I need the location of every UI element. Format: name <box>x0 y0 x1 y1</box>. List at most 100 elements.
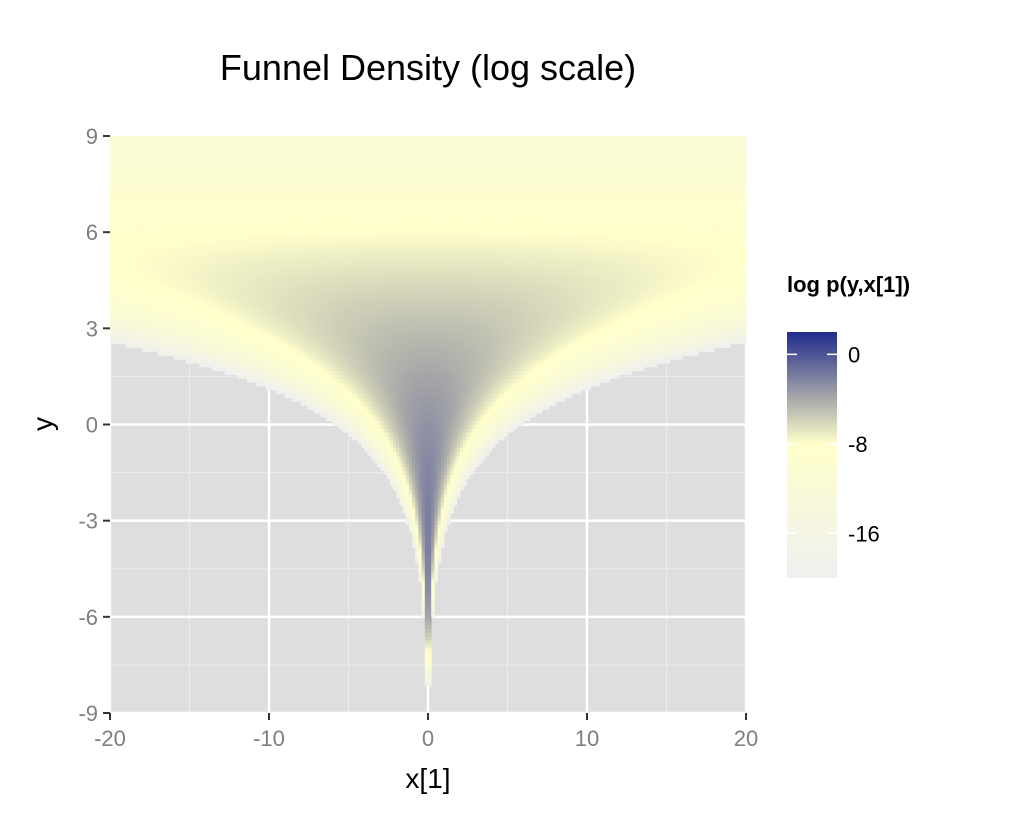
heatmap-cell <box>434 493 439 499</box>
heatmap-cell <box>428 586 432 591</box>
heatmap-cell <box>412 439 416 445</box>
heatmap-cell <box>656 328 661 333</box>
heatmap-cell <box>323 374 327 379</box>
heatmap-cell <box>488 393 493 399</box>
heatmap-cell <box>434 474 439 479</box>
heatmap-cell <box>316 378 321 383</box>
heatmap-cell <box>456 432 461 437</box>
heatmap-cell <box>195 328 200 333</box>
heatmap-cell <box>443 436 448 441</box>
heatmap-cell <box>650 347 655 352</box>
heatmap-cell <box>609 312 613 318</box>
heatmap-cell <box>402 478 407 483</box>
heatmap-cell <box>402 412 407 418</box>
heatmap-cell <box>580 339 585 345</box>
heatmap-cell <box>472 416 477 422</box>
heatmap-cell <box>408 332 413 337</box>
heatmap-cell <box>726 332 731 337</box>
heatmap-cell <box>405 512 410 518</box>
heatmap-cell <box>583 351 588 356</box>
heatmap-cell <box>431 339 435 345</box>
heatmap-cell <box>596 366 601 372</box>
heatmap-cell <box>440 374 445 379</box>
heatmap-cell <box>272 347 276 352</box>
heatmap-cell <box>491 389 496 395</box>
heatmap-cell <box>513 424 518 429</box>
heatmap-cell <box>421 436 426 441</box>
heatmap-cell <box>138 339 143 345</box>
heatmap-cell <box>351 401 356 406</box>
heatmap-cell <box>669 339 674 345</box>
heatmap-cell <box>262 328 267 333</box>
heatmap-cell <box>348 355 353 360</box>
heatmap-cell <box>361 370 365 375</box>
heatmap-cell <box>415 516 419 522</box>
heatmap-cell <box>329 355 334 360</box>
heatmap-cell <box>447 347 451 352</box>
heatmap-cell <box>711 312 715 318</box>
heatmap-cell <box>580 332 585 337</box>
heatmap-cell <box>695 351 699 356</box>
heatmap-cell <box>373 343 378 349</box>
heatmap-cell <box>256 370 260 375</box>
heatmap-cell <box>447 412 451 418</box>
heatmap-cell <box>284 378 289 383</box>
heatmap-cell <box>399 320 404 325</box>
heatmap-cell <box>545 328 550 333</box>
heatmap-cell <box>367 332 372 337</box>
heatmap-cell <box>520 366 524 372</box>
heatmap-cell <box>447 505 451 510</box>
heatmap-cell <box>221 359 225 364</box>
heatmap-cell <box>634 351 639 356</box>
heatmap-cell <box>383 312 388 318</box>
heatmap-cell <box>497 359 502 364</box>
heatmap-cell <box>402 405 407 410</box>
heatmap-cell <box>679 332 683 337</box>
heatmap-cell <box>536 351 540 356</box>
heatmap-cell <box>437 393 442 399</box>
heatmap-cell <box>380 462 384 468</box>
heatmap-cell <box>507 420 512 425</box>
heatmap-cell <box>637 312 642 318</box>
heatmap-cell <box>338 347 343 352</box>
heatmap-cell <box>485 347 489 352</box>
heatmap-cell <box>513 412 518 418</box>
heatmap-cell <box>195 336 200 341</box>
heatmap-cell <box>399 386 404 391</box>
heatmap-cell <box>253 359 257 364</box>
heatmap-cell <box>278 389 283 395</box>
heatmap-cell <box>434 359 439 364</box>
heatmap-cell <box>297 366 302 372</box>
heatmap-cell <box>354 328 359 333</box>
heatmap-cell <box>389 482 394 487</box>
heatmap-cell <box>141 320 146 325</box>
heatmap-cell <box>497 370 502 375</box>
heatmap-cell <box>644 362 648 368</box>
heatmap-cell <box>202 351 206 356</box>
heatmap-cell <box>399 389 404 395</box>
heatmap-cell <box>415 405 419 410</box>
heatmap-cell <box>415 397 419 402</box>
heatmap-cell <box>434 328 439 333</box>
heatmap-cell <box>351 397 356 402</box>
heatmap-cell <box>405 362 410 368</box>
heatmap-cell <box>634 312 639 318</box>
heatmap-cell <box>300 332 305 337</box>
heatmap-cell <box>548 347 553 352</box>
heatmap-cell <box>405 420 410 425</box>
heatmap-cell <box>437 362 442 368</box>
heatmap-cell <box>342 405 346 410</box>
heatmap-cell <box>440 332 445 337</box>
heatmap-cell <box>488 401 493 406</box>
heatmap-cell <box>462 328 467 333</box>
heatmap-cell <box>558 312 563 318</box>
heatmap-cell <box>389 386 394 391</box>
heatmap-cell <box>335 409 340 414</box>
heatmap-cell <box>221 366 225 372</box>
heatmap-cell <box>396 312 400 318</box>
heatmap-cell <box>272 324 276 329</box>
heatmap-cell <box>497 366 502 372</box>
heatmap-cell <box>456 443 461 449</box>
heatmap-cell <box>342 416 346 422</box>
heatmap-cell <box>545 389 550 395</box>
